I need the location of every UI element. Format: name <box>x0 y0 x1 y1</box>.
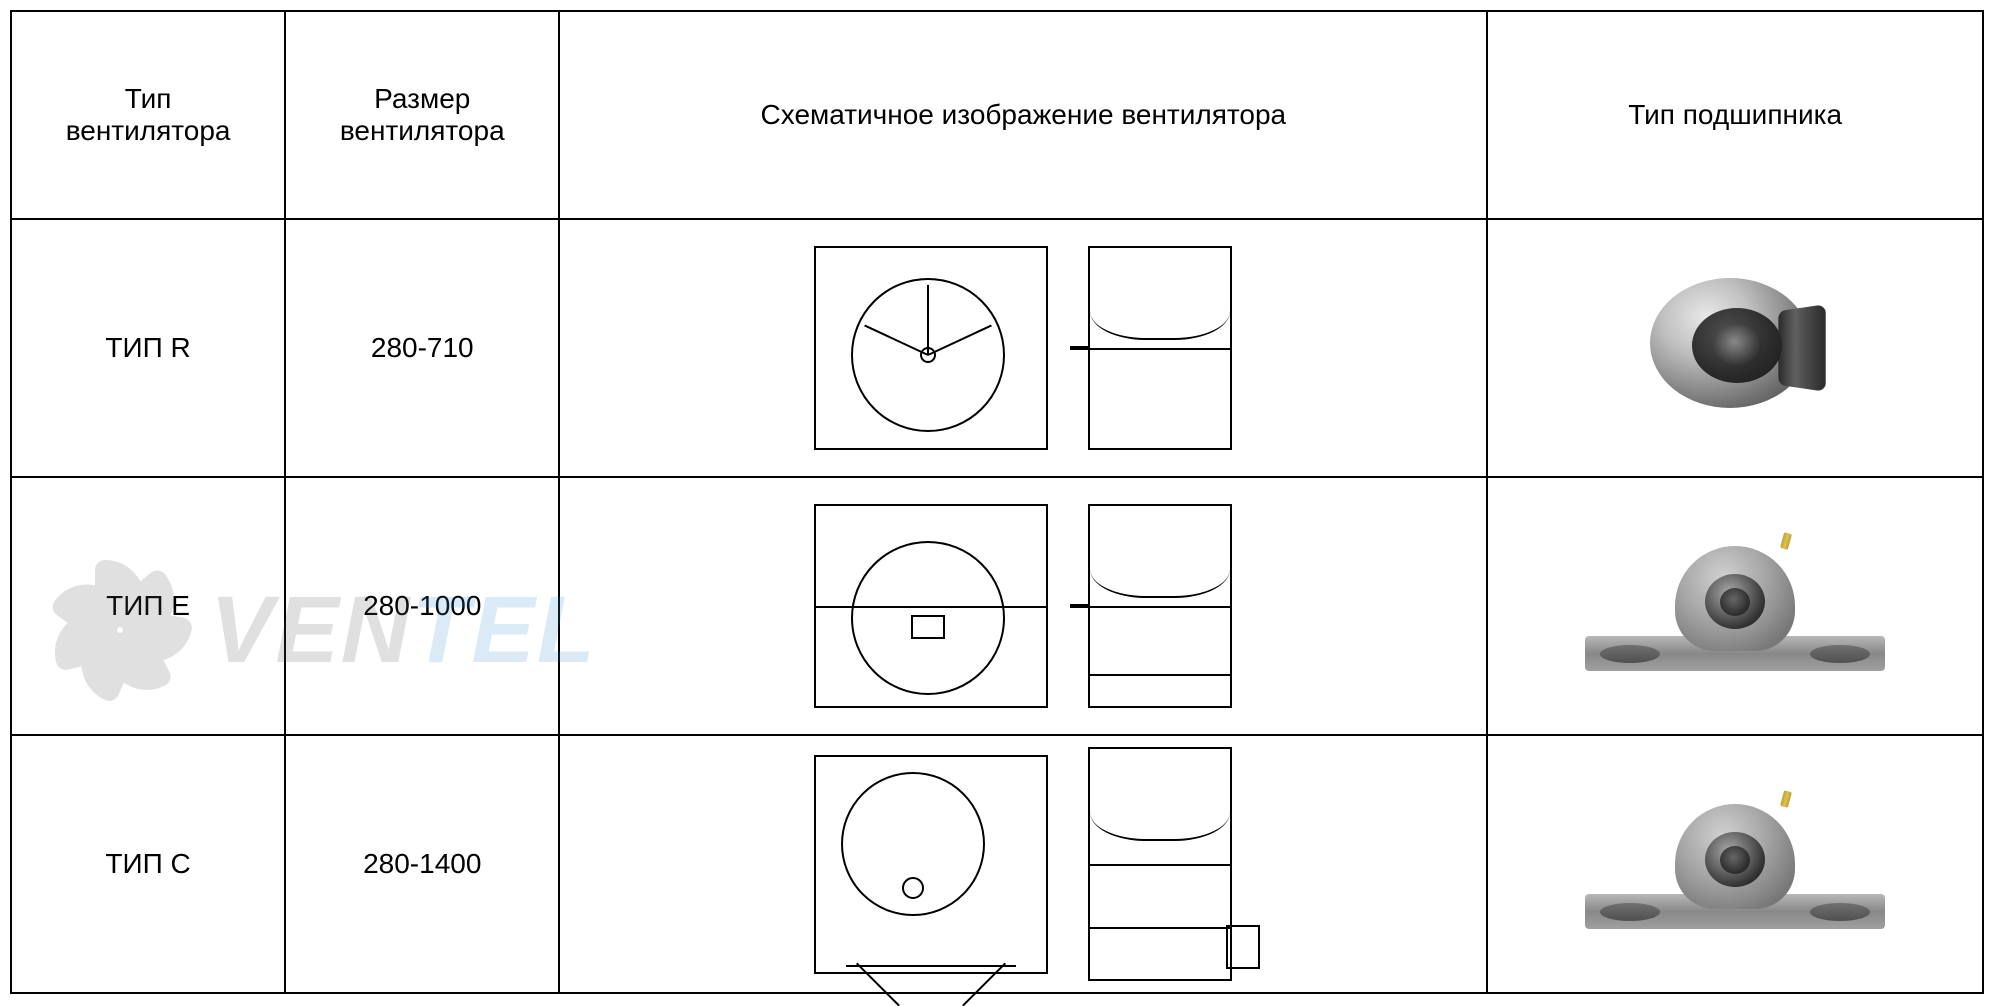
header-bearing-type: Тип подшипника <box>1487 11 1983 219</box>
table-row: ТИП R 280-710 <box>11 219 1983 477</box>
cell-fan-type: ТИП C <box>11 735 285 993</box>
cell-fan-size: 280-1400 <box>285 735 559 993</box>
cell-fan-type: ТИП R <box>11 219 285 477</box>
cell-schematic <box>559 219 1487 477</box>
schematic-front-view <box>814 504 1048 708</box>
bearing-pillow-block-icon <box>1585 541 1885 671</box>
table-header-row: Типвентилятора Размервентилятора Схемати… <box>11 11 1983 219</box>
header-fan-size: Размервентилятора <box>285 11 559 219</box>
fan-types-table-container: Типвентилятора Размервентилятора Схемати… <box>10 10 1984 920</box>
cell-bearing <box>1487 477 1983 735</box>
fan-types-table: Типвентилятора Размервентилятора Схемати… <box>10 10 1984 994</box>
cell-bearing <box>1487 735 1983 993</box>
schematic-front-view <box>814 755 1048 974</box>
schematic-side-view <box>1088 504 1232 708</box>
cell-fan-size: 280-710 <box>285 219 559 477</box>
cell-bearing <box>1487 219 1983 477</box>
header-schematic: Схематичное изображение вентилятора <box>559 11 1487 219</box>
bearing-insert-icon <box>1650 278 1820 418</box>
schematic-side-view <box>1088 747 1232 981</box>
header-fan-type: Типвентилятора <box>11 11 285 219</box>
cell-fan-type: ТИП E <box>11 477 285 735</box>
cell-schematic <box>559 735 1487 993</box>
table-row: ТИП E 280-1000 <box>11 477 1983 735</box>
table-row: ТИП C 280-1400 <box>11 735 1983 993</box>
cell-schematic <box>559 477 1487 735</box>
bearing-pillow-block-icon <box>1585 799 1885 929</box>
schematic-side-view <box>1088 246 1232 450</box>
cell-fan-size: 280-1000 <box>285 477 559 735</box>
schematic-front-view <box>814 246 1048 450</box>
